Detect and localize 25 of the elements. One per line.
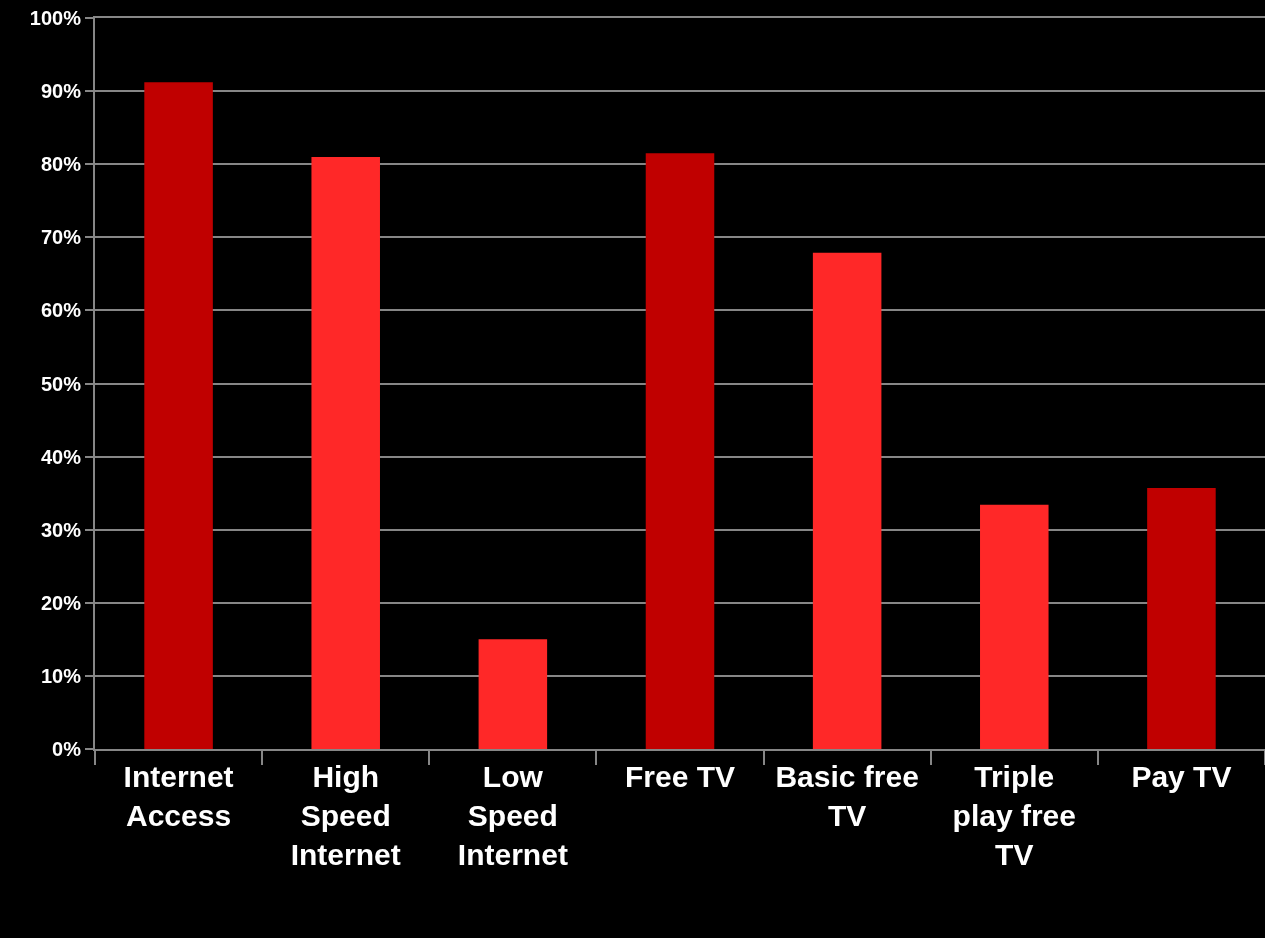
y-tick-label: 20% <box>40 591 82 614</box>
x-tick-label: Pay TV <box>1131 760 1232 793</box>
y-tick-label: 70% <box>40 226 82 249</box>
y-tick-label: 90% <box>40 80 82 103</box>
bar <box>812 252 882 749</box>
y-tick-label: 50% <box>40 372 82 395</box>
y-tick-label: 60% <box>40 299 82 322</box>
bar <box>980 504 1049 749</box>
y-tick-label: 0% <box>52 738 82 760</box>
bar <box>1147 488 1216 749</box>
y-tick-label: 30% <box>40 518 82 541</box>
bar <box>478 639 548 749</box>
y-tick-label: 80% <box>40 153 82 176</box>
x-tick-label: Low Speed Internet <box>457 760 568 871</box>
y-tick-label: 40% <box>40 445 82 468</box>
x-tick-label: Free TV <box>624 760 736 793</box>
x-tick-label: High Speed Internet <box>290 760 401 871</box>
x-tick-label: Internet Access <box>123 760 234 832</box>
y-tick-label: 100% <box>29 7 82 29</box>
bar <box>645 153 715 749</box>
x-tick-label: Basic free TV <box>775 760 919 832</box>
bar <box>144 82 213 749</box>
y-tick-label: 10% <box>40 664 82 687</box>
bar <box>311 156 380 749</box>
x-tick-label: Triple play free TV <box>952 760 1076 871</box>
